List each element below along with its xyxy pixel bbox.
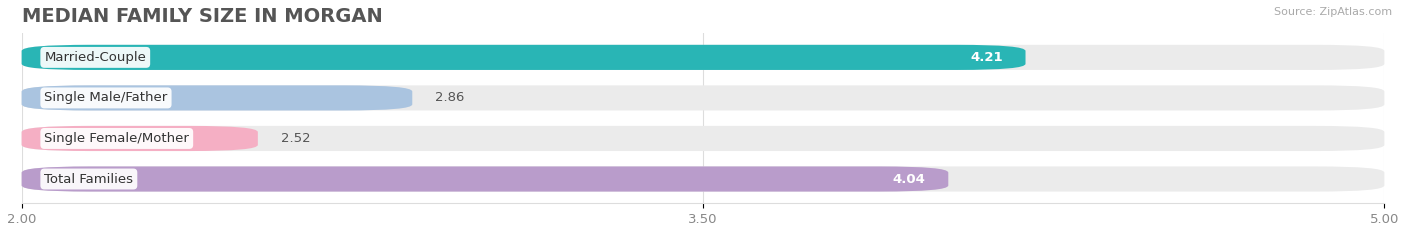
FancyBboxPatch shape [21, 45, 1025, 70]
Text: Single Female/Mother: Single Female/Mother [45, 132, 190, 145]
FancyBboxPatch shape [21, 126, 257, 151]
FancyBboxPatch shape [21, 166, 1385, 192]
Text: 2.86: 2.86 [434, 91, 464, 104]
Text: Married-Couple: Married-Couple [45, 51, 146, 64]
FancyBboxPatch shape [21, 166, 948, 192]
Text: MEDIAN FAMILY SIZE IN MORGAN: MEDIAN FAMILY SIZE IN MORGAN [21, 7, 382, 26]
FancyBboxPatch shape [21, 85, 412, 110]
Text: 4.04: 4.04 [893, 172, 925, 185]
Text: 4.21: 4.21 [970, 51, 1002, 64]
Text: Source: ZipAtlas.com: Source: ZipAtlas.com [1274, 7, 1392, 17]
Text: Single Male/Father: Single Male/Father [45, 91, 167, 104]
Text: 2.52: 2.52 [281, 132, 311, 145]
FancyBboxPatch shape [21, 126, 1385, 151]
FancyBboxPatch shape [21, 45, 1385, 70]
FancyBboxPatch shape [21, 85, 1385, 110]
Text: Total Families: Total Families [45, 172, 134, 185]
